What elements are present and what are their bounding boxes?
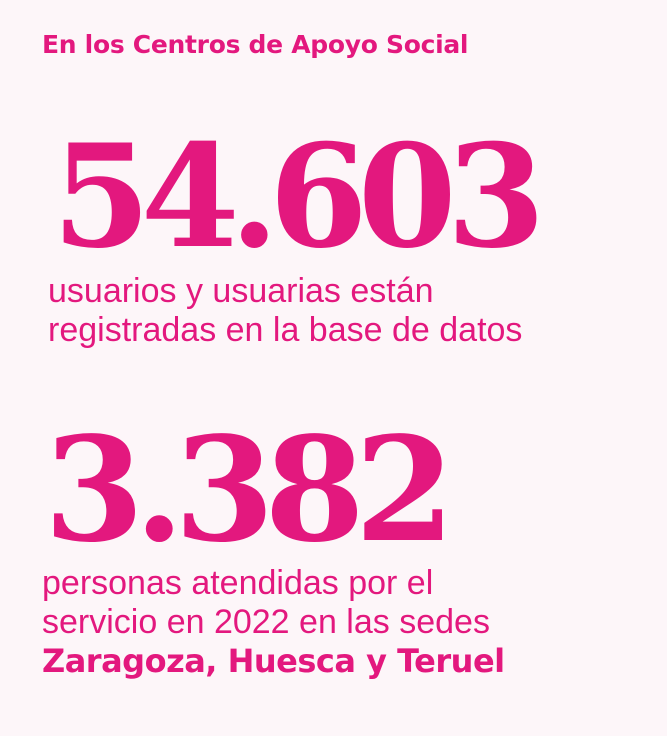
stat-users-caption: usuarios y usuarias están registradas en… [48,272,522,350]
stat-users-caption-line-2: registradas en la base de datos [48,311,523,349]
stat-people-caption-line-1: personas atendidas por el [42,564,434,602]
stat-users-value: 54.603 [52,114,545,280]
stat-people-caption: personas atendidas por el servicio en 20… [42,564,505,681]
stat-users-caption-line-1: usuarios y usuarias están [48,272,434,310]
section-heading: En los Centros de Apoyo Social [42,30,469,59]
stat-people-value: 3.382 [44,405,455,574]
stat-people-caption-line-2: servicio en 2022 en las sedes [42,603,490,641]
stat-people-caption-locations: Zaragoza, Huesca y Teruel [42,642,505,680]
